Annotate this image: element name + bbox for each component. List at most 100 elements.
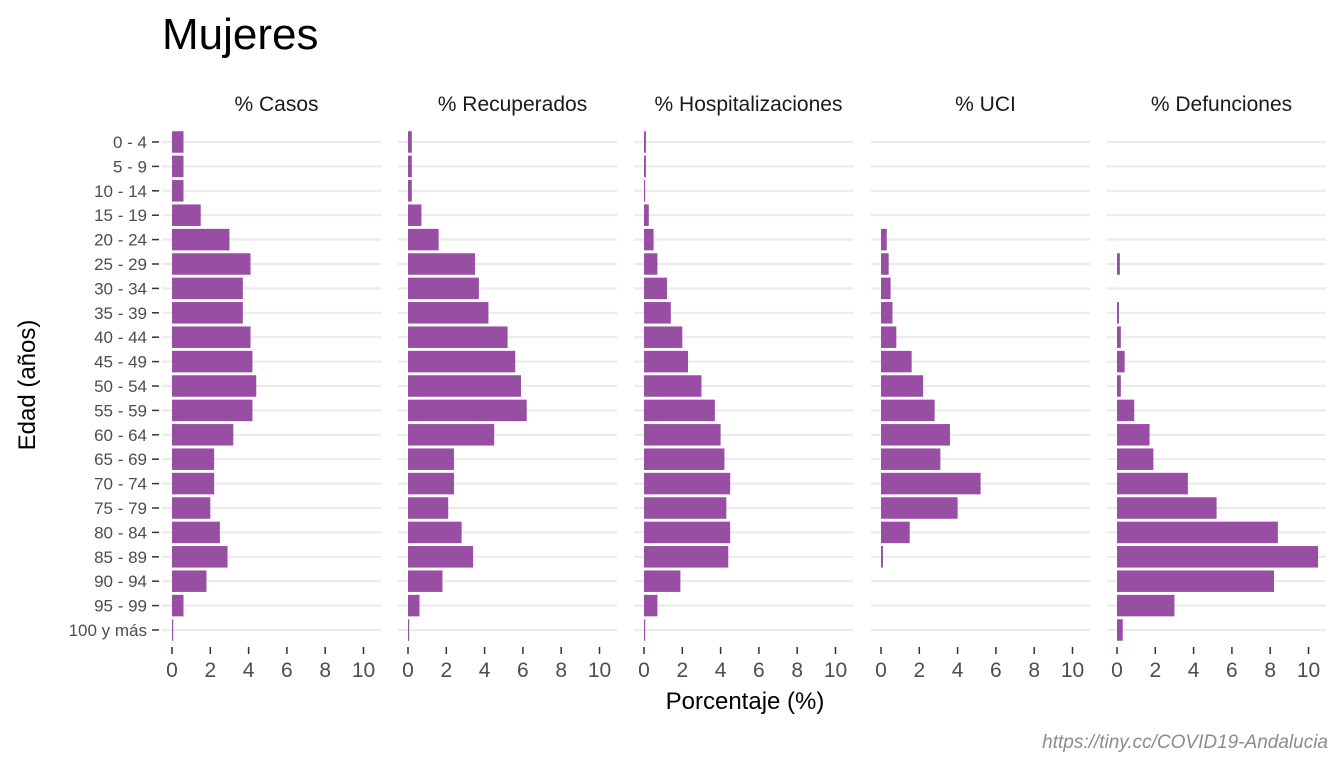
bar (408, 180, 412, 202)
bar (644, 326, 683, 348)
bar (1117, 570, 1275, 592)
x-tick-label: 4 (952, 659, 964, 682)
bar (1117, 448, 1154, 470)
bar (408, 155, 412, 178)
bar (1117, 326, 1121, 348)
y-tick-label: 10 - 14 (94, 182, 147, 201)
x-tick-label: 2 (676, 659, 688, 682)
y-tick-label: 70 - 74 (94, 475, 147, 494)
panel-4: % Defunciones 0 2 4 6 8 10 (1107, 93, 1326, 682)
bar (408, 326, 508, 348)
x-tick-label: 8 (319, 659, 331, 682)
y-tick-label: 20 - 24 (94, 231, 147, 250)
bar (408, 497, 449, 519)
bar (172, 472, 215, 495)
bar (172, 570, 207, 592)
bar (172, 399, 253, 422)
bar (881, 228, 887, 251)
bar (644, 521, 731, 544)
panel-1: % Recuperados 0 2 4 6 8 10 (398, 93, 617, 682)
bar (408, 521, 462, 544)
bar (408, 277, 479, 300)
x-tick-label: 4 (1188, 659, 1200, 682)
bar (172, 546, 228, 568)
bar (644, 277, 667, 300)
bar (1117, 472, 1188, 495)
bar (1117, 253, 1120, 275)
x-tick-label: 8 (791, 659, 803, 682)
panel-title: % Hospitalizaciones (655, 93, 843, 116)
bar (408, 375, 521, 397)
bar (172, 350, 253, 373)
bar (408, 619, 410, 641)
x-tick-label: 8 (1264, 659, 1276, 682)
bar (644, 546, 729, 568)
bar (644, 619, 646, 641)
bar (408, 570, 443, 592)
bar (408, 472, 454, 495)
bar (172, 253, 251, 275)
x-tick-label: 6 (753, 659, 765, 682)
x-tick-label: 10 (588, 659, 611, 682)
x-tick-label: 10 (352, 659, 375, 682)
bar (172, 326, 251, 348)
bar (172, 180, 184, 202)
bar (172, 594, 184, 617)
y-tick-label: 65 - 69 (94, 450, 147, 469)
y-tick-label: 0 - 4 (113, 133, 147, 152)
panel-title: % UCI (955, 93, 1016, 116)
y-tick-label: 85 - 89 (94, 548, 147, 567)
bar (1117, 521, 1278, 544)
y-tick-label: 30 - 34 (94, 279, 147, 298)
bar (408, 546, 474, 568)
bar (172, 521, 220, 544)
bar (644, 570, 681, 592)
bar (408, 204, 422, 226)
bar (644, 180, 646, 202)
bar (644, 472, 731, 495)
bar (408, 424, 495, 446)
x-tick-label: 2 (913, 659, 925, 682)
bar (1117, 546, 1319, 568)
bar (172, 448, 215, 470)
panel-title: % Casos (234, 93, 318, 116)
x-tick-label: 6 (517, 659, 529, 682)
x-tick-label: 6 (281, 659, 293, 682)
x-tick-label: 0 (1111, 659, 1123, 682)
bar (408, 448, 454, 470)
y-tick-label: 50 - 54 (94, 377, 147, 396)
x-tick-label: 2 (1149, 659, 1161, 682)
y-tick-label: 90 - 94 (94, 572, 147, 591)
bar (644, 448, 725, 470)
x-axis-title: Porcentaje (%) (665, 688, 825, 715)
y-tick-label: 40 - 44 (94, 328, 147, 347)
bar (881, 472, 981, 495)
bar (881, 448, 941, 470)
bar (172, 424, 234, 446)
y-tick-label: 55 - 59 (94, 401, 147, 420)
bar (408, 594, 420, 617)
bar (1117, 302, 1119, 324)
bar (1117, 350, 1125, 373)
y-tick-label: 45 - 49 (94, 353, 147, 372)
bar (881, 399, 935, 422)
bar (644, 253, 658, 275)
bar (172, 131, 184, 153)
bar (172, 497, 211, 519)
y-tick-label: 15 - 19 (94, 206, 147, 225)
bar (881, 302, 893, 324)
x-tick-label: 4 (715, 659, 727, 682)
x-tick-label: 6 (1226, 659, 1238, 682)
source-caption: https://tiny.cc/COVID19-Andalucia (1042, 732, 1328, 753)
panel-2: % Hospitalizaciones 0 2 4 6 8 10 (634, 93, 853, 682)
y-tick-label: 95 - 99 (94, 597, 147, 616)
x-tick-label: 0 (402, 659, 414, 682)
y-tick-label: 100 y más (69, 621, 147, 640)
x-tick-label: 0 (875, 659, 887, 682)
bar (644, 131, 646, 153)
y-tick-label: 25 - 29 (94, 255, 147, 274)
bar (172, 204, 201, 226)
panel-3: % UCI 0 2 4 6 8 10 (871, 93, 1090, 682)
bar (172, 155, 184, 178)
